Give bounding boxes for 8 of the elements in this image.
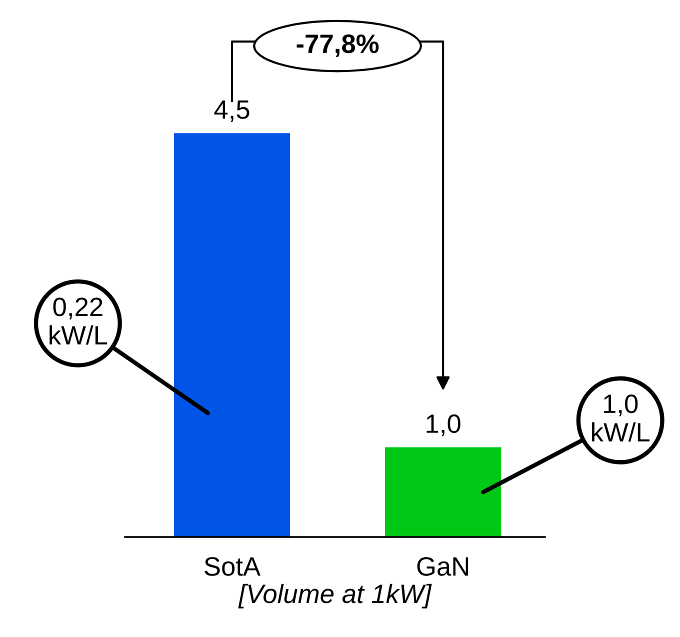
x-axis-title: [Volume at 1kW] bbox=[238, 584, 432, 608]
data-label: 1,0 bbox=[426, 414, 460, 436]
data-label: 4,5 bbox=[214, 100, 250, 122]
text: 1,0 kW/L bbox=[592, 394, 650, 442]
x-tick-label: GaN bbox=[417, 557, 468, 576]
text: 0,22 kW/L bbox=[50, 298, 108, 345]
x-tick-label: SotA bbox=[204, 557, 261, 576]
text: -77,8% bbox=[296, 34, 379, 57]
